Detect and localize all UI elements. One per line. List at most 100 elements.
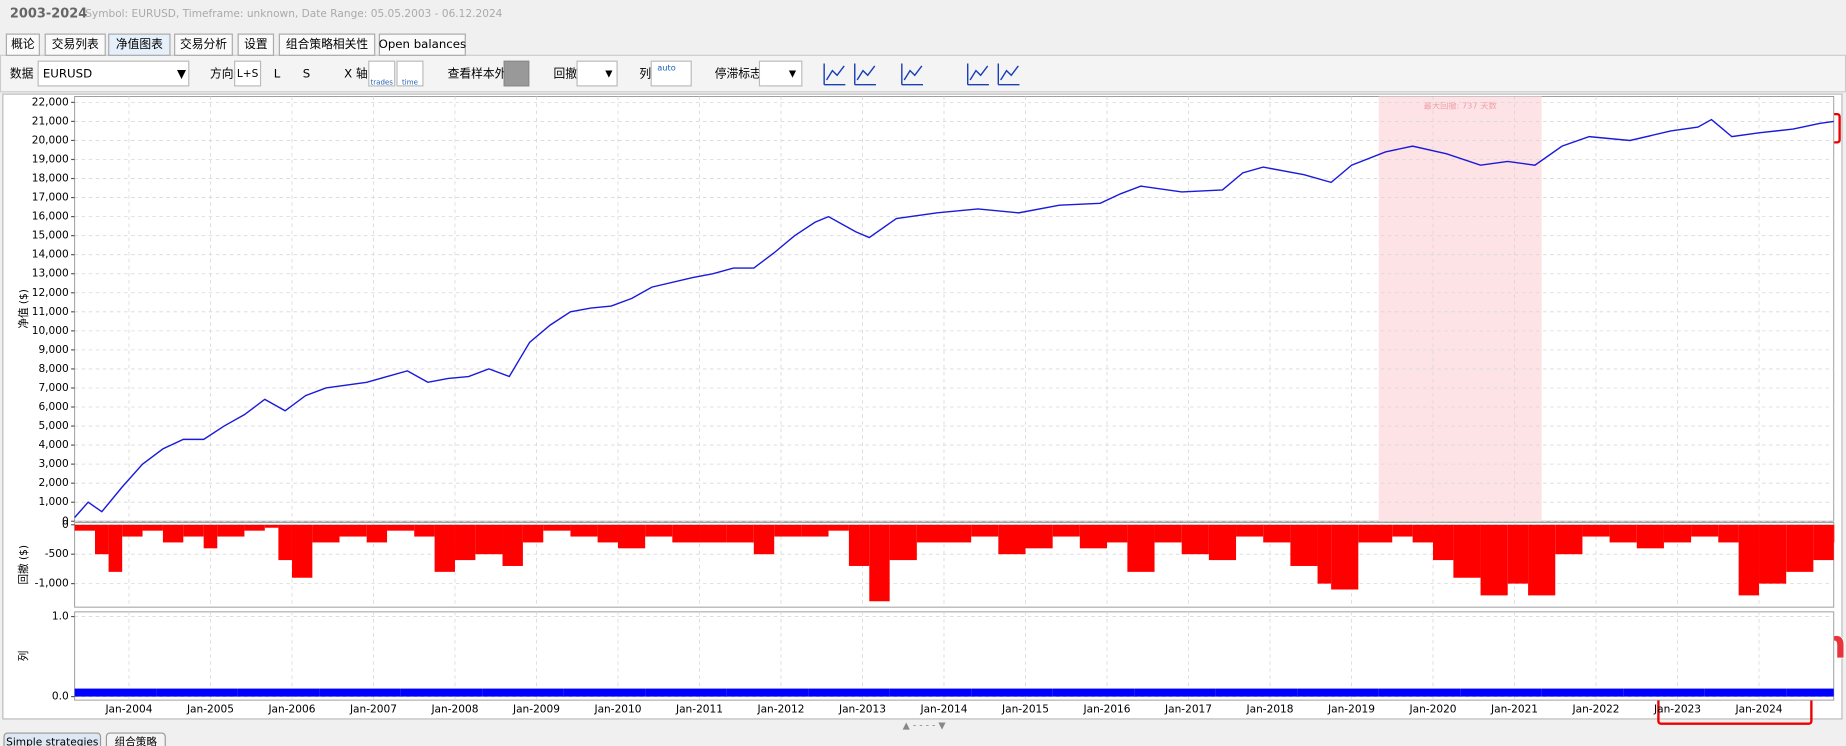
bar	[617, 524, 646, 549]
bar	[1582, 524, 1610, 537]
toolbar-label: X 轴	[344, 67, 368, 81]
report-subtitle: Symbol: EURUSD, Timeframe: unknown, Date…	[85, 8, 502, 20]
chart-icon[interactable]	[997, 63, 1020, 86]
y-tick-label: 16,000	[32, 211, 69, 223]
bar	[726, 688, 809, 697]
tab[interactable]	[174, 33, 233, 56]
bar	[1623, 688, 1705, 697]
x-tick-label: Jan-2009	[512, 704, 560, 716]
button[interactable]	[576, 60, 618, 87]
x-tick-label: Jan-2013	[838, 704, 886, 716]
y-tick-label: 0	[62, 519, 69, 531]
button[interactable]	[234, 60, 262, 87]
y-axis-label: 净值 ($)	[17, 289, 30, 329]
bar	[1759, 524, 1787, 584]
tab-label: 净值图表	[116, 37, 163, 51]
bar	[74, 524, 96, 531]
x-tick-label: Jan-2024	[1734, 704, 1782, 716]
bar	[889, 688, 972, 697]
x-tick-label: Jan-2021	[1490, 704, 1538, 716]
chart-icon[interactable]	[967, 63, 989, 86]
button[interactable]	[396, 60, 424, 87]
tab[interactable]	[5, 33, 40, 56]
bar	[237, 688, 320, 697]
chart-icon[interactable]	[854, 63, 876, 86]
y-tick-label: 10,000	[32, 325, 69, 337]
tab[interactable]	[108, 33, 171, 56]
bar	[502, 524, 523, 566]
bar	[808, 688, 890, 697]
bar	[1358, 524, 1393, 543]
toolbar-label: 查看样本外	[448, 67, 507, 81]
y-tick-label: 3,000	[38, 458, 69, 470]
tab-label: 设置	[244, 37, 268, 51]
bottom-tab[interactable]	[105, 732, 166, 746]
bar	[1691, 524, 1719, 537]
bar	[1813, 524, 1834, 561]
bar	[278, 524, 292, 561]
x-tick-label: Jan-2020	[1408, 704, 1456, 716]
x-tick-label: Jan-2015	[1001, 704, 1049, 716]
dropdown-arrow: ▼	[605, 69, 613, 80]
button[interactable]	[650, 60, 692, 87]
bar	[387, 524, 415, 531]
x-tick-label: Jan-2019	[1327, 704, 1375, 716]
y-tick-label: -500	[45, 548, 69, 560]
bar	[1507, 524, 1529, 584]
y-tick-label: 18,000	[32, 173, 69, 185]
bar	[203, 524, 218, 549]
bar	[1079, 524, 1107, 549]
y-tick-label: 12,000	[32, 287, 69, 299]
tab-label: 交易列表	[52, 37, 99, 51]
bar	[889, 524, 917, 561]
button[interactable]	[758, 60, 803, 87]
y-axis-label: 列	[17, 651, 30, 662]
bottom-tab[interactable]	[3, 732, 102, 746]
y-tick-label: 19,000	[32, 153, 69, 165]
button[interactable]	[368, 60, 396, 87]
toolbar-label: L	[274, 67, 281, 81]
tab[interactable]	[44, 33, 106, 56]
bar	[1127, 524, 1155, 572]
bar	[1786, 524, 1814, 572]
bar	[998, 524, 1026, 555]
bar	[312, 524, 340, 543]
bar	[454, 524, 476, 561]
toolbar-label: trades	[371, 77, 394, 86]
bar	[1786, 688, 1834, 697]
report-title: 2003-2024	[10, 7, 87, 22]
y-tick-label: 9,000	[38, 344, 69, 356]
plot-area	[74, 96, 1835, 522]
x-tick-label: Jan-2016	[1082, 704, 1130, 716]
chart-icon[interactable]	[823, 63, 846, 86]
y-tick-label: 14,000	[32, 249, 69, 261]
symbol-select[interactable]	[37, 60, 190, 87]
bar	[1480, 524, 1508, 596]
y-tick-label: 0	[62, 515, 69, 527]
chart-icon[interactable]	[901, 63, 924, 86]
x-tick-label: Jan-2010	[593, 704, 641, 716]
bar	[482, 688, 564, 697]
y-tick-label: 13,000	[32, 268, 69, 280]
bar	[1378, 688, 1461, 697]
bar	[1555, 524, 1583, 555]
bar	[1052, 688, 1135, 697]
bottom-tab-label: Simple strategies	[6, 736, 98, 746]
bar	[95, 524, 109, 555]
bar	[1392, 524, 1413, 537]
bar	[1541, 688, 1624, 697]
bar	[1460, 688, 1542, 697]
x-tick-label: Jan-2011	[675, 704, 723, 716]
bar	[142, 524, 163, 531]
tab[interactable]	[278, 33, 376, 56]
toggle[interactable]	[503, 60, 530, 87]
bar	[217, 524, 245, 537]
tab[interactable]	[378, 33, 466, 56]
bar	[400, 688, 483, 697]
splitter[interactable]: ▲ - - - - ▼	[903, 720, 947, 731]
bar	[543, 524, 571, 531]
bar	[753, 524, 775, 555]
tab[interactable]	[237, 33, 275, 56]
plot-area	[74, 611, 1835, 701]
